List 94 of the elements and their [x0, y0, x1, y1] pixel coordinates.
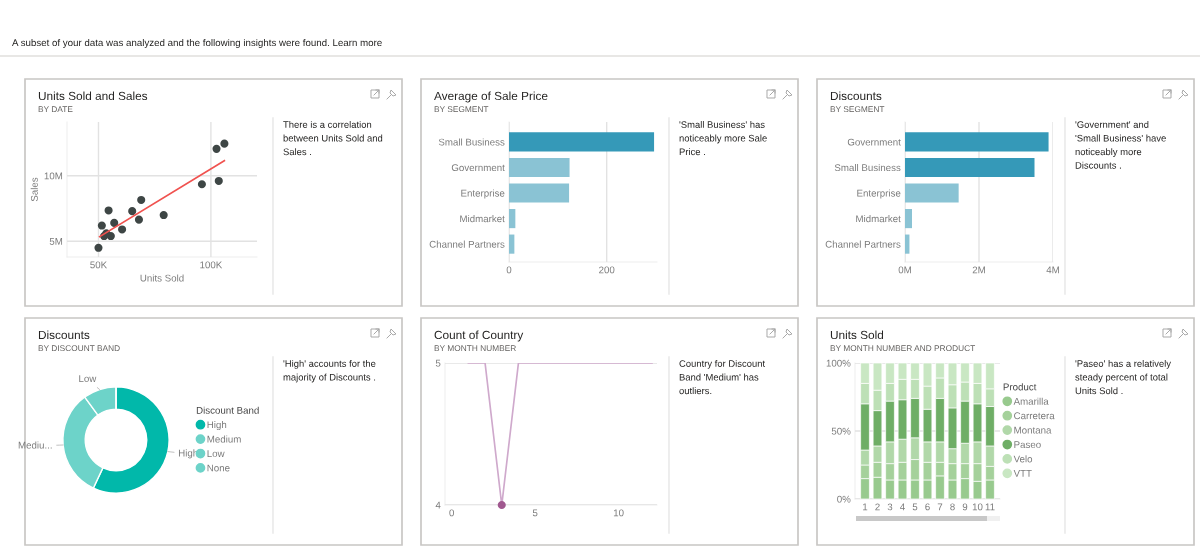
x-tick-label: 1 — [863, 503, 868, 511]
y-tick-label: Government — [847, 138, 901, 146]
chart-title: Discounts — [830, 91, 882, 101]
x-tick-label: 0 — [506, 266, 512, 274]
chart-title: Discounts — [38, 330, 90, 340]
legend-label: Montana — [1014, 426, 1052, 434]
y-tick-label: 5 — [435, 359, 441, 367]
x-tick-label: 2 — [875, 503, 880, 511]
x-tick-label: 11 — [985, 503, 995, 511]
text: Low — [79, 375, 97, 382]
y-tick-label: Midmarket — [460, 215, 505, 223]
bar — [905, 183, 959, 203]
y-tick-label: Enterprise — [461, 189, 505, 199]
text: 'High' accounts for the majority of Discounts . — [283, 360, 376, 383]
legend-title: Discount Band — [196, 406, 259, 414]
bar — [509, 132, 655, 152]
text: 'Government' and 'Small Business' have noticeably more Discounts . — [1075, 121, 1166, 169]
point — [197, 180, 206, 189]
x-tick-label: 9 — [962, 503, 968, 511]
x-tick-label: 4M — [1046, 266, 1059, 274]
point — [94, 243, 103, 252]
legend-label: Low — [207, 450, 225, 458]
x-tick-label: 200 — [599, 266, 615, 274]
point — [106, 231, 115, 241]
chart-subtitle: BY SEGMENT — [830, 106, 885, 113]
y-tick-label: Small Business — [438, 138, 505, 146]
bar — [509, 208, 516, 229]
legend-label: None — [207, 464, 230, 472]
point — [110, 218, 119, 227]
x-tick-label: 7 — [937, 503, 943, 511]
point — [104, 206, 113, 215]
legend-label: VTT — [1013, 470, 1032, 477]
point — [134, 215, 143, 224]
x-tick-label: 3 — [887, 503, 893, 511]
legend-label: Amarilla — [1013, 397, 1049, 405]
x-tick-label: 8 — [950, 503, 955, 511]
chart-subtitle: BY DATE — [38, 106, 73, 112]
bar — [905, 157, 1035, 178]
chart-subtitle: BY MONTH NUMBER — [434, 345, 516, 352]
point — [118, 225, 127, 234]
bar — [509, 234, 515, 254]
x-tick-label: 0 — [449, 509, 454, 517]
point — [159, 211, 168, 220]
y-tick-label: Channel Partners — [825, 240, 901, 248]
y-tick-label: 5M — [49, 238, 63, 245]
text: A subset of your data was analyzed and the following insights were found. Learn more — [12, 38, 382, 49]
chart-subtitle: BY DISCOUNT BAND — [38, 345, 120, 352]
y-tick-label: Government — [451, 164, 505, 172]
x-tick-label: 2M — [972, 266, 985, 274]
point — [212, 144, 221, 153]
y-tick-label: Small Business — [834, 163, 901, 172]
x-tick-label: 100K — [200, 261, 223, 269]
legend-label: Velo — [1013, 455, 1033, 463]
point — [214, 176, 223, 186]
chart-subtitle: BY SEGMENT — [434, 106, 489, 113]
x-axis-title: Units Sold — [140, 274, 184, 282]
x-tick-label: 0M — [898, 266, 911, 274]
chart-subtitle: BY MONTH NUMBER AND PRODUCT — [830, 345, 976, 352]
x-tick-label: 50K — [90, 261, 108, 269]
chart-title: Average of Sale Price — [434, 91, 548, 103]
point — [128, 207, 137, 216]
x-tick-label: 6 — [925, 503, 930, 511]
bar — [509, 157, 570, 178]
legend-label: Carretera — [1014, 412, 1055, 420]
x-tick-label: 5 — [532, 509, 538, 517]
y-tick-label: Channel Partners — [429, 240, 505, 248]
point — [220, 139, 229, 148]
text: Mediu... — [18, 441, 52, 449]
bar — [509, 183, 570, 203]
y-axis-title: Sales — [30, 177, 38, 202]
legend-label: Medium — [207, 435, 241, 443]
chart-title: Units Sold — [830, 330, 884, 340]
chart-title: Count of Country — [434, 330, 524, 342]
legend-label: High — [207, 421, 227, 431]
text: 'Paseo' has a relatively steady percent of total Units Sold . — [1075, 360, 1171, 395]
x-tick-label: 5 — [912, 503, 918, 511]
text: 'Small Business' has noticeably more Sale Price . — [679, 121, 767, 156]
text: There is a correlation between Units Sold and Sales . — [283, 121, 383, 156]
y-tick-label: Enterprise — [857, 189, 901, 199]
chart-title: Units Sold and Sales — [38, 91, 148, 101]
y-tick-label: 50% — [831, 427, 851, 435]
point — [137, 195, 146, 205]
y-tick-label: 0% — [837, 495, 851, 503]
x-tick-label: 10 — [972, 503, 983, 511]
point — [97, 221, 106, 230]
text: Country for Discount Band 'Medium' has outliers. — [679, 360, 766, 395]
legend-title: Product — [1003, 383, 1037, 391]
y-tick-label: Midmarket — [856, 215, 901, 223]
bar — [905, 132, 1049, 152]
x-tick-label: 10 — [613, 509, 624, 517]
y-tick-label: 100% — [826, 359, 851, 367]
legend-label: Paseo — [1014, 441, 1041, 449]
bar — [905, 208, 913, 229]
y-tick-label: 10M — [44, 172, 63, 180]
